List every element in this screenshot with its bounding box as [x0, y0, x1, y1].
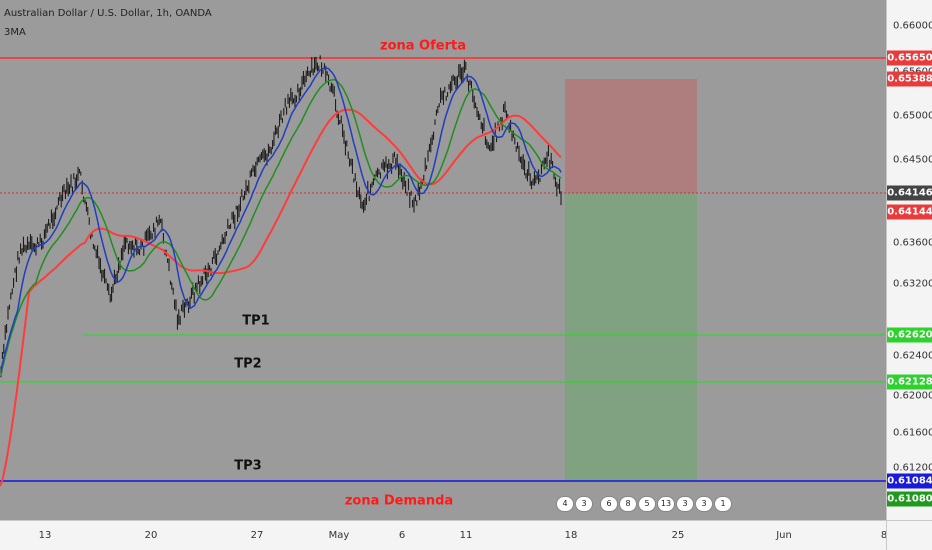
time-tick: 20 — [144, 530, 158, 541]
stop-loss-zone[interactable] — [565, 79, 697, 193]
time-tick: 6 — [398, 530, 406, 541]
chart-title: Australian Dollar / U.S. Dollar, 1h, OAN… — [4, 8, 212, 19]
time-axis[interactable]: 13 20 27 May 6 11 18 25 Jun 8 — [0, 520, 888, 550]
tp1-label: TP1 — [242, 313, 270, 329]
price-tag-target: 0.61080 — [887, 491, 932, 507]
event-badge[interactable]: 3 — [676, 496, 694, 512]
chart-plot-area[interactable]: Australian Dollar / U.S. Dollar, 1h, OAN… — [0, 0, 886, 520]
price-candles — [0, 55, 562, 378]
price-tick: 0.63600 — [893, 237, 932, 249]
price-tick: 0.62400 — [893, 350, 932, 362]
price-tick: 0.66000 — [893, 20, 932, 32]
zona-oferta-label: zona Oferta — [380, 38, 466, 54]
event-badge[interactable]: 13 — [657, 496, 675, 512]
time-tick: 25 — [671, 530, 685, 541]
time-tick: May — [328, 530, 350, 541]
tp3-label: TP3 — [234, 458, 262, 474]
price-tag-tp2: 0.62128 — [887, 374, 932, 390]
time-tick: 8 — [880, 530, 888, 541]
zona-demanda-label: zona Demanda — [344, 493, 454, 509]
event-badge[interactable]: 3 — [575, 496, 593, 512]
price-tag-support: 0.61084 — [887, 473, 932, 489]
event-badge[interactable]: 4 — [556, 496, 574, 512]
take-profit-zone[interactable] — [565, 193, 697, 481]
price-tag-current: 0.64146 — [887, 185, 932, 201]
economic-events[interactable]: 4 3 6 8 5 13 3 3 1 — [556, 493, 732, 515]
price-chart[interactable] — [0, 0, 886, 520]
price-tag-tp1: 0.62620 — [887, 327, 932, 343]
price-tag-entry: 0.64144 — [887, 204, 932, 220]
price-tick: 0.62000 — [893, 390, 932, 402]
indicator-legend[interactable]: 3MA — [4, 27, 26, 38]
price-tag-resistance: 0.65650 — [887, 50, 932, 66]
event-badge[interactable]: 8 — [619, 496, 637, 512]
price-tick: 0.61600 — [893, 427, 932, 439]
event-badge[interactable]: 6 — [600, 496, 618, 512]
ma-fast-line — [0, 67, 562, 373]
axis-corner — [886, 520, 932, 550]
price-tick: 0.63200 — [893, 278, 932, 290]
time-tick: Jun — [776, 530, 792, 541]
time-tick: 18 — [564, 530, 578, 541]
event-badge[interactable]: 1 — [714, 496, 732, 512]
price-tag-stop: 0.65388 — [887, 71, 932, 87]
time-tick: 27 — [250, 530, 264, 541]
time-tick: 11 — [459, 530, 473, 541]
event-badge[interactable]: 3 — [695, 496, 713, 512]
price-tick: 0.65000 — [893, 110, 932, 122]
ma-slow-line — [0, 108, 562, 487]
price-tick: 0.64500 — [893, 154, 932, 166]
tp2-label: TP2 — [234, 356, 262, 372]
price-tick: 0.61200 — [893, 462, 932, 474]
ma-mid-line — [0, 78, 562, 377]
event-badge[interactable]: 5 — [638, 496, 656, 512]
price-axis[interactable]: 0.66000 0.65600 0.65000 0.64500 0.63600 … — [886, 0, 932, 520]
time-tick: 13 — [38, 530, 52, 541]
